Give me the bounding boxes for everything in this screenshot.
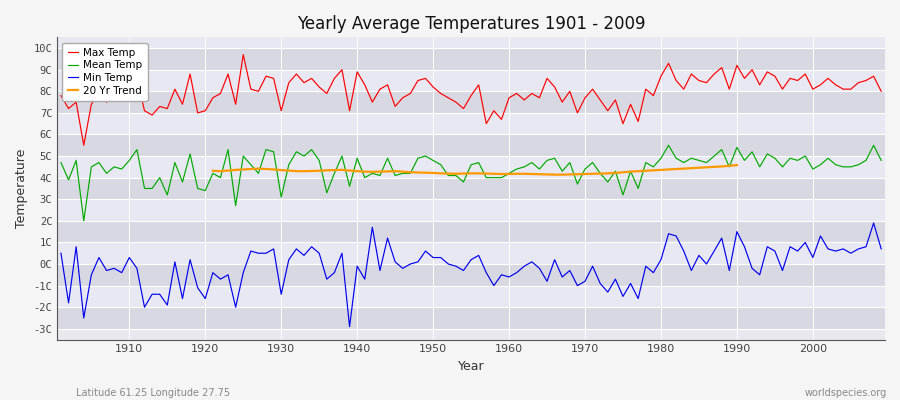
- Max Temp: [518, 98, 529, 102]
- Bar: [58, 91, 885, 113]
- 20 Yr Trend: [732, 163, 742, 168]
- Min Temp: [329, 270, 340, 275]
- Mean Temp: [337, 154, 347, 158]
- Mean Temp: [291, 149, 302, 154]
- Mean Temp: [511, 167, 522, 172]
- 20 Yr Trend: [367, 170, 378, 174]
- 20 Yr Trend: [329, 168, 340, 172]
- Max Temp: [56, 93, 67, 98]
- Min Temp: [116, 270, 127, 275]
- 20 Yr Trend: [655, 168, 666, 172]
- Text: worldspecies.org: worldspecies.org: [805, 388, 886, 398]
- Line: Mean Temp: Mean Temp: [61, 145, 881, 221]
- Min Temp: [602, 290, 613, 294]
- Max Temp: [299, 80, 310, 85]
- Bar: [58, 199, 885, 221]
- Title: Yearly Average Temperatures 1901 - 2009: Yearly Average Temperatures 1901 - 2009: [297, 15, 645, 33]
- Bar: [58, 134, 885, 156]
- Mean Temp: [56, 160, 67, 165]
- Bar: [58, 156, 885, 178]
- Min Temp: [511, 270, 522, 275]
- Min Temp: [56, 251, 67, 256]
- 20 Yr Trend: [275, 168, 286, 172]
- Bar: [58, 26, 885, 48]
- Bar: [58, 307, 885, 329]
- Min Temp: [868, 221, 879, 226]
- Text: Latitude 61.25 Longitude 27.75: Latitude 61.25 Longitude 27.75: [76, 388, 230, 398]
- Max Temp: [78, 143, 89, 148]
- Bar: [58, 242, 885, 264]
- Max Temp: [876, 89, 886, 94]
- Max Temp: [610, 98, 621, 102]
- Max Temp: [124, 78, 135, 83]
- Bar: [58, 178, 885, 199]
- 20 Yr Trend: [208, 168, 219, 173]
- Min Temp: [876, 246, 886, 251]
- Min Temp: [504, 274, 515, 279]
- Bar: [58, 113, 885, 134]
- X-axis label: Year: Year: [458, 360, 484, 373]
- Bar: [58, 286, 885, 307]
- Mean Temp: [78, 218, 89, 223]
- Bar: [58, 48, 885, 70]
- Legend: Max Temp, Mean Temp, Min Temp, 20 Yr Trend: Max Temp, Mean Temp, Min Temp, 20 Yr Tre…: [62, 42, 148, 101]
- Bar: [58, 221, 885, 242]
- Mean Temp: [504, 171, 515, 176]
- 20 Yr Trend: [496, 172, 507, 176]
- Max Temp: [238, 52, 248, 57]
- Y-axis label: Temperature: Temperature: [15, 149, 28, 228]
- Line: Max Temp: Max Temp: [61, 55, 881, 145]
- Bar: [58, 70, 885, 91]
- Min Temp: [284, 257, 294, 262]
- Line: Min Temp: Min Temp: [61, 223, 881, 327]
- Mean Temp: [602, 180, 613, 184]
- Mean Temp: [663, 143, 674, 148]
- 20 Yr Trend: [549, 172, 560, 177]
- Min Temp: [344, 324, 355, 329]
- Max Temp: [511, 91, 522, 96]
- Mean Temp: [876, 158, 886, 163]
- Max Temp: [344, 108, 355, 113]
- Bar: [58, 264, 885, 286]
- Mean Temp: [124, 158, 135, 163]
- 20 Yr Trend: [663, 167, 674, 172]
- Line: 20 Yr Trend: 20 Yr Trend: [213, 165, 737, 175]
